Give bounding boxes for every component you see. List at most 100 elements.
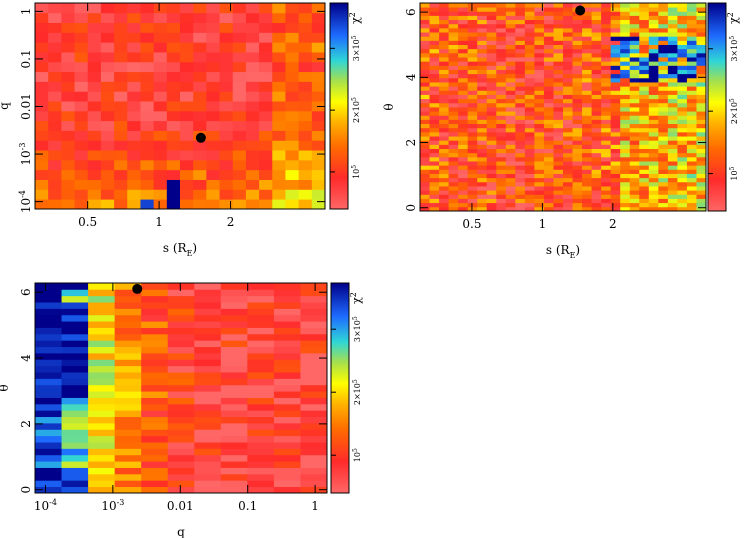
heatmap-cell (74, 130, 89, 141)
heatmap-cell (553, 136, 564, 141)
heatmap-cell (439, 194, 449, 199)
heatmap-cell (298, 169, 313, 180)
heatmap-cell (114, 423, 142, 430)
heatmap-cell (543, 94, 554, 100)
heatmap-cell (591, 173, 602, 179)
heatmap-cell (74, 52, 89, 63)
heatmap-cell (686, 177, 697, 183)
heatmap-cell (458, 144, 469, 149)
heatmap-cell (648, 144, 659, 149)
best-fit-point (575, 5, 586, 16)
heatmap-cell (166, 150, 181, 161)
heatmap-cell (300, 372, 328, 379)
heatmap-cell (543, 82, 554, 87)
heatmap-cell (601, 90, 612, 95)
heatmap-cell (220, 480, 248, 488)
heatmap-cell (88, 467, 116, 475)
heatmap-cell (48, 61, 62, 73)
heatmap-cell (467, 161, 478, 166)
heatmap-cell (696, 40, 707, 45)
heatmap-cell (300, 423, 328, 430)
heatmap-cell (220, 346, 248, 354)
heatmap-cell (553, 48, 564, 54)
heatmap-cell (448, 102, 459, 108)
colorbar-tick-label: 3×105 (351, 35, 361, 61)
heatmap-cell (629, 186, 640, 191)
heatmap-cell (629, 57, 640, 62)
heatmap-cell (620, 15, 631, 21)
heatmap-cell (48, 150, 62, 161)
colorbar-title-exponent: 2 (726, 12, 735, 17)
plot-frame (419, 2, 707, 212)
heatmap-cell (420, 198, 430, 204)
heatmap-cell (467, 90, 478, 95)
heatmap-cell (543, 140, 554, 145)
heatmap-cell (477, 65, 488, 70)
heatmap-cell (515, 86, 526, 91)
heatmap-cell (620, 27, 631, 33)
heatmap-cell (206, 189, 220, 200)
heatmap-cell (496, 86, 507, 91)
heatmap-cell (582, 190, 592, 195)
heatmap-cell (486, 123, 497, 129)
heatmap-cell (582, 15, 592, 21)
heatmap-cell (639, 131, 650, 137)
heatmap-cell (620, 40, 631, 45)
heatmap-cell (686, 11, 697, 16)
heatmap-cell (601, 194, 612, 199)
heatmap-cell (648, 206, 659, 212)
heatmap-cell (127, 130, 141, 141)
heatmap-cell (639, 73, 650, 79)
colorbar-tick-label: 105 (352, 448, 362, 462)
heatmap-cell (543, 40, 554, 45)
heatmap-cell (232, 61, 247, 73)
heatmap-cell (220, 423, 248, 430)
heatmap-cell (429, 98, 440, 104)
heatmap-cell (601, 181, 612, 187)
y-tick-label: 6 (19, 288, 33, 296)
heatmap-cell (477, 40, 488, 45)
heatmap-cell (114, 353, 142, 360)
heatmap-cell (467, 3, 478, 8)
heatmap-cell (100, 110, 115, 122)
heatmap-cell (620, 19, 631, 25)
heatmap-cell (448, 107, 459, 112)
heatmap-cell (439, 11, 449, 16)
heatmap-cell (486, 69, 497, 75)
colorbar-tick-label: 3×105 (729, 36, 739, 62)
heatmap-cell (61, 486, 89, 494)
heatmap-cell (35, 289, 62, 297)
heatmap-cell (127, 189, 141, 200)
heatmap-cell (667, 140, 678, 145)
heatmap-cell (543, 186, 554, 191)
heatmap-cell (534, 140, 545, 145)
heatmap-cell (543, 111, 554, 116)
heatmap-cell (658, 82, 669, 87)
heatmap-cell (572, 65, 583, 70)
heatmap-cell (524, 15, 535, 21)
heatmap-cell (524, 186, 535, 191)
heatmap-cell (686, 152, 697, 158)
heatmap-cell (563, 61, 573, 66)
heatmap-cell (180, 140, 194, 151)
heatmap-cell (601, 11, 612, 16)
heatmap-cell (167, 327, 195, 335)
heatmap-cell (61, 327, 89, 335)
x-axis-label-close: ) (575, 243, 580, 257)
heatmap-cell (87, 81, 102, 92)
heatmap-cell (88, 416, 116, 424)
heatmap-cell (524, 165, 535, 170)
heatmap-cell (477, 206, 488, 212)
heatmap-cell (272, 52, 286, 63)
heatmap-cell (420, 102, 430, 108)
heatmap-cell (582, 177, 592, 183)
heatmap-cell (477, 15, 488, 21)
heatmap-cell (247, 403, 275, 411)
heatmap-cell (35, 480, 62, 488)
heatmap-cell (61, 391, 89, 398)
heatmap-cell (696, 44, 707, 50)
heatmap-cell (220, 327, 248, 335)
heatmap-cell (524, 65, 535, 70)
heatmap-cell (610, 156, 621, 162)
heatmap-cell (686, 61, 697, 66)
